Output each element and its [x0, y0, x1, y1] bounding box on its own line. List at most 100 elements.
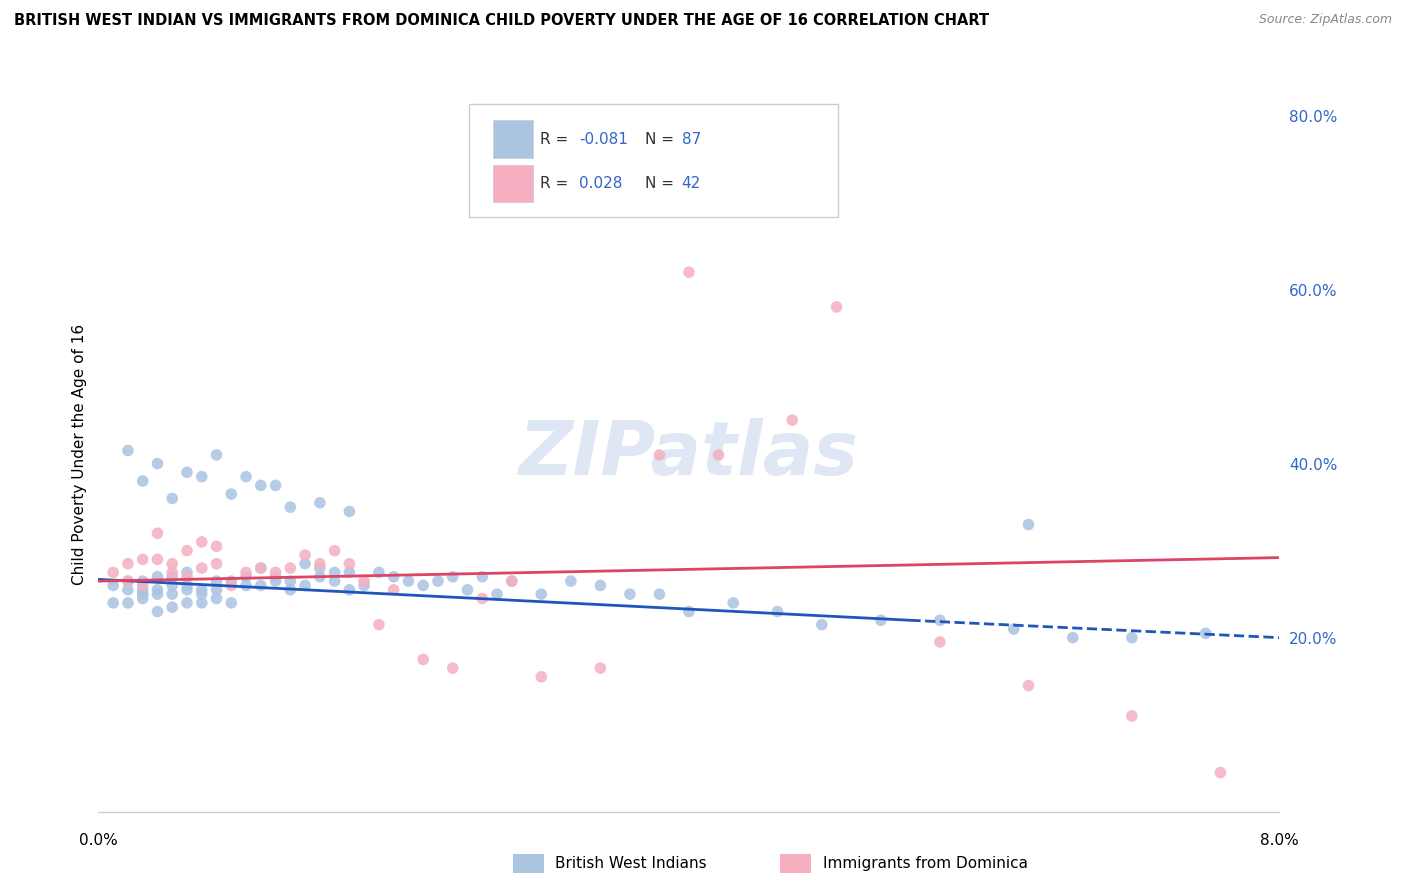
Point — [117, 574, 139, 588]
Point — [382, 570, 405, 584]
Point — [471, 570, 494, 584]
Point — [132, 474, 155, 488]
Point — [928, 613, 950, 627]
Point — [337, 504, 360, 518]
Point — [162, 557, 183, 571]
Point — [426, 574, 449, 588]
Point — [294, 557, 316, 571]
Point — [250, 561, 273, 575]
Point — [589, 578, 612, 592]
Point — [132, 578, 155, 592]
Point — [219, 574, 242, 588]
Point — [205, 448, 228, 462]
Point — [456, 582, 478, 597]
Text: N =: N = — [645, 132, 679, 146]
Text: 87: 87 — [682, 132, 700, 146]
Point — [278, 500, 302, 515]
Point — [337, 557, 360, 571]
Point — [707, 448, 730, 462]
Point — [103, 566, 125, 580]
Point — [191, 582, 214, 597]
Point — [117, 582, 139, 597]
Text: 0.0%: 0.0% — [79, 833, 118, 848]
Point — [396, 574, 419, 588]
Point — [264, 478, 287, 492]
Text: Immigrants from Dominica: Immigrants from Dominica — [823, 856, 1028, 871]
Point — [1209, 765, 1232, 780]
Text: -0.081: -0.081 — [579, 132, 628, 146]
Point — [191, 469, 214, 483]
Point — [530, 670, 553, 684]
Point — [132, 591, 155, 606]
Point — [308, 561, 332, 575]
Text: BRITISH WEST INDIAN VS IMMIGRANTS FROM DOMINICA CHILD POVERTY UNDER THE AGE OF 1: BRITISH WEST INDIAN VS IMMIGRANTS FROM D… — [14, 13, 990, 29]
Point — [589, 661, 612, 675]
Point — [1062, 631, 1084, 645]
Point — [678, 605, 700, 619]
Point — [162, 491, 183, 506]
Point — [205, 591, 228, 606]
Point — [191, 587, 214, 601]
Point — [235, 469, 257, 483]
Text: N =: N = — [645, 177, 679, 191]
Point — [412, 652, 434, 666]
Point — [117, 557, 139, 571]
Point — [337, 566, 360, 580]
Point — [250, 561, 273, 575]
Point — [782, 413, 804, 427]
Point — [162, 570, 183, 584]
Point — [308, 570, 332, 584]
Point — [162, 578, 183, 592]
Point — [176, 543, 198, 558]
Point — [176, 466, 198, 480]
Point — [1017, 517, 1039, 532]
Point — [176, 566, 198, 580]
Text: R =: R = — [540, 132, 572, 146]
Point — [825, 300, 848, 314]
Point — [103, 578, 125, 592]
Point — [441, 570, 464, 584]
Point — [205, 582, 228, 597]
Point — [162, 566, 183, 580]
Point — [367, 566, 389, 580]
Point — [501, 574, 523, 588]
Point — [176, 578, 198, 592]
Point — [146, 605, 169, 619]
Text: Source: ZipAtlas.com: Source: ZipAtlas.com — [1258, 13, 1392, 27]
Point — [928, 635, 950, 649]
Point — [1002, 622, 1025, 636]
Point — [323, 566, 346, 580]
Point — [337, 582, 360, 597]
Point — [117, 574, 139, 588]
Point — [162, 587, 183, 601]
Point — [146, 587, 169, 601]
Point — [146, 457, 169, 471]
Point — [132, 552, 155, 566]
Text: 42: 42 — [682, 177, 700, 191]
Point — [323, 543, 346, 558]
Point — [250, 578, 273, 592]
Point — [146, 582, 169, 597]
Point — [146, 552, 169, 566]
Point — [485, 587, 508, 601]
Point — [294, 578, 316, 592]
Point — [205, 539, 228, 553]
Point — [471, 591, 494, 606]
Point — [810, 617, 832, 632]
Point — [264, 566, 287, 580]
Point — [530, 587, 553, 601]
Point — [501, 574, 523, 588]
Point — [132, 587, 155, 601]
Point — [162, 600, 183, 615]
Point — [619, 587, 641, 601]
Point — [1121, 709, 1143, 723]
Point — [678, 265, 700, 279]
Point — [219, 578, 242, 592]
Point — [264, 570, 287, 584]
Point — [278, 582, 302, 597]
Point — [205, 557, 228, 571]
Point — [176, 570, 198, 584]
Point — [235, 566, 257, 580]
Point — [235, 578, 257, 592]
Point — [1017, 679, 1039, 693]
